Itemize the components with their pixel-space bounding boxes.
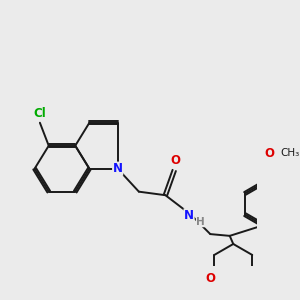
Text: Cl: Cl xyxy=(34,107,46,120)
Text: H: H xyxy=(196,217,205,227)
Text: O: O xyxy=(205,272,215,285)
Text: N: N xyxy=(113,162,123,175)
Text: N: N xyxy=(184,209,194,222)
Text: O: O xyxy=(170,154,180,167)
Text: CH₃: CH₃ xyxy=(280,148,299,158)
Text: O: O xyxy=(264,147,274,160)
